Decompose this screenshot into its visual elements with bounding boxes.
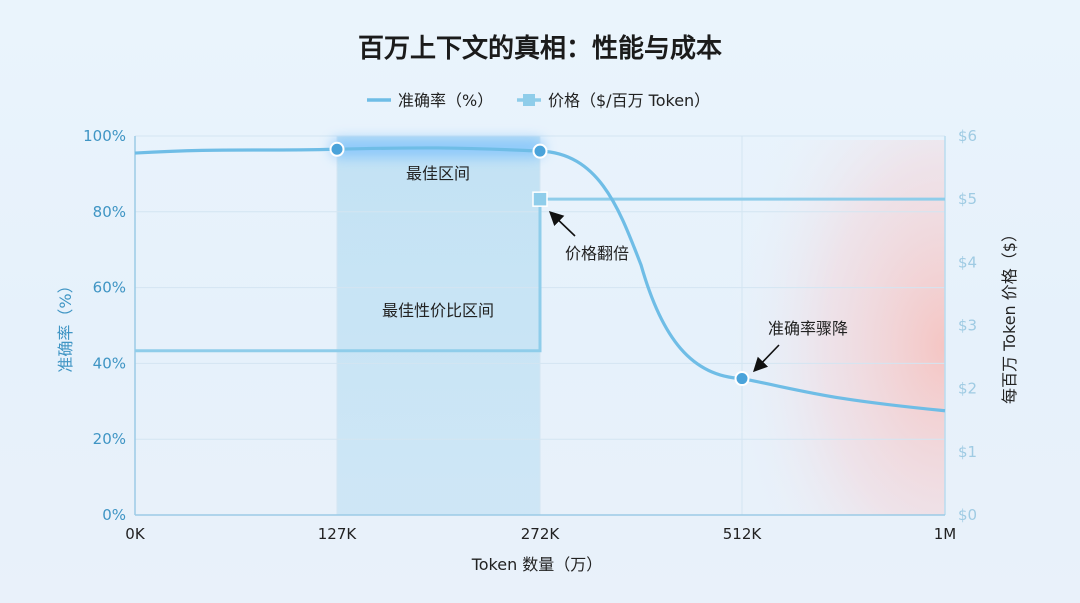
region-label-best-value-range: 最佳性价比区间: [382, 301, 494, 320]
price-double-arrow: [548, 211, 576, 237]
legend-price-label: 价格（$/百万 Token）: [548, 91, 710, 110]
legend-price-swatch-square: [523, 94, 535, 106]
y-left-tick-label: 60%: [93, 279, 126, 297]
legend-accuracy-label: 准确率（%）: [398, 91, 493, 110]
y-left-tick-label: 20%: [93, 430, 126, 448]
y-left-tick-label: 100%: [83, 127, 126, 145]
chart-title: 百万上下文的真相：性能与成本: [358, 33, 722, 64]
accuracy-series-line: [134, 146, 946, 413]
price-point: [532, 191, 548, 207]
x-tick-label: 1M: [934, 525, 957, 543]
y-right-tick-label: $6: [958, 127, 977, 145]
accuracy-point: [329, 141, 345, 157]
x-axis-label: Token 数量（万）: [471, 555, 603, 574]
y-left-tick-label: 40%: [93, 354, 126, 372]
y-right-tick-label: $1: [958, 443, 977, 461]
y-right-tick-label: $5: [958, 190, 977, 208]
legend: 准确率（%） 价格（$/百万 Token）: [367, 91, 710, 110]
x-tick-label: 272K: [521, 525, 561, 543]
y-axis-right-label: 每百万 Token 价格（$）: [1000, 226, 1019, 404]
y-right-tick-label: $3: [958, 317, 977, 335]
x-tick-label: 127K: [318, 525, 358, 543]
y-left-tick-label: 80%: [93, 203, 126, 221]
y-right-tick-label: $2: [958, 380, 977, 398]
y-left-tick-label: 0%: [102, 506, 126, 524]
annotation-accuracy-drop: 准确率骤降: [768, 319, 848, 338]
y-axis-left-label: 准确率（%）: [56, 277, 75, 372]
annotation-price-double: 价格翻倍: [565, 244, 629, 263]
y-right-tick-label: $0: [958, 506, 977, 524]
accuracy-drop-arrow: [753, 344, 780, 373]
accuracy-point: [532, 143, 548, 159]
region-label-best-range: 最佳区间: [406, 164, 470, 183]
price-series-line: [135, 197, 945, 353]
x-tick-label: 0K: [125, 525, 146, 543]
y-right-tick-label: $4: [958, 253, 977, 271]
x-tick-label: 512K: [723, 525, 763, 543]
accuracy-point: [734, 371, 750, 387]
high-cost-glow: [700, 140, 945, 515]
best-range-band: [337, 136, 540, 515]
